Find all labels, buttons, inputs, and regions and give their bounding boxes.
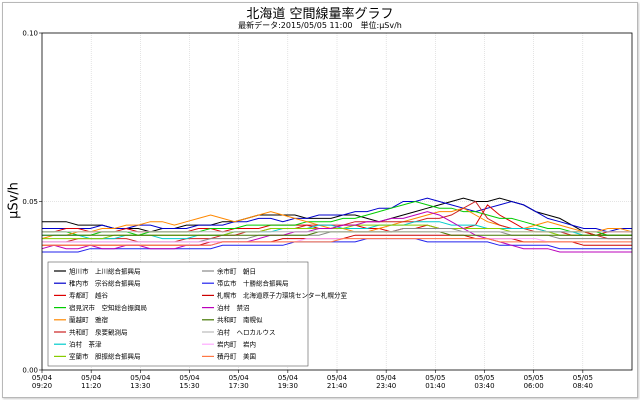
legend-label: 宿見沢市 空知総合振興局 (69, 303, 147, 312)
x-tick-label-date: 05/04 (130, 374, 151, 382)
x-tick-label-date: 05/04 (376, 374, 397, 382)
x-tick-label-time: 21:40 (327, 382, 347, 390)
x-tick-label-date: 05/04 (81, 374, 102, 382)
x-tick-label-time: 08:40 (573, 382, 593, 390)
series-line (42, 238, 632, 253)
x-tick-label-time: 01:40 (425, 382, 445, 390)
legend-label: 岩内町 岩内 (217, 340, 256, 349)
legend-label: 稚内市 宗谷総合振興局 (69, 279, 141, 288)
x-tick-label-time: 11:20 (81, 382, 101, 390)
x-tick-label-time: 13:30 (130, 382, 150, 390)
x-tick-label-time: 15:30 (179, 382, 199, 390)
x-tick-label-time: 03:40 (474, 382, 494, 390)
legend-label: 積丹町 美国 (217, 352, 256, 361)
x-tick-label-date: 05/05 (524, 374, 544, 382)
legend-label: 蘭越町 雅宿 (69, 315, 109, 324)
legend-box (47, 261, 309, 367)
legend-label: 室蘭市 胆振総合振興局 (69, 352, 141, 361)
legend-label: 札幌市 北海道原子力環境センター札幌分室 (217, 291, 348, 300)
series-line (42, 238, 632, 243)
plot-border (41, 32, 633, 371)
series-line (42, 200, 632, 236)
x-tick-label-date: 05/04 (179, 374, 200, 382)
legend-label: 余市町 朝日 (217, 266, 256, 275)
legend-label: 共和町 南幌似 (217, 315, 263, 324)
x-tick-label-date: 05/04 (32, 374, 53, 382)
legend-label: 泊村 禁沼 (217, 303, 250, 312)
y-tick-label: 0.10 (22, 30, 38, 38)
legend-label: 泊村 ヘロカルウス (217, 327, 276, 336)
legend-label: 共和町 泉要観測局 (69, 327, 128, 336)
legend-label: 寿都町 越谷 (69, 291, 109, 300)
x-tick-label-date: 05/05 (573, 374, 593, 382)
x-tick-label-time: 23:40 (376, 382, 396, 390)
series-lines (41, 197, 633, 253)
legend-label: 帯広市 十勝総合振興局 (217, 279, 289, 288)
axes: 05/0409:2005/0411:2005/0413:3005/0415:30… (22, 30, 633, 390)
x-tick-label-time: 19:30 (278, 382, 298, 390)
x-tick-label-date: 05/04 (229, 374, 250, 382)
x-tick-label-time: 17:30 (229, 382, 249, 390)
series-line (42, 197, 632, 233)
series-line (42, 238, 632, 246)
x-tick-label-date: 05/05 (474, 374, 494, 382)
x-tick-label-time: 06:00 (524, 382, 544, 390)
legend-label: 旭川市 上川総合振興局 (69, 266, 141, 275)
x-tick-label-date: 05/04 (327, 374, 348, 382)
chart-subtitle: 最新データ:2015/05/05 11:00 単位:μSv/h (238, 21, 402, 30)
series-line (41, 211, 632, 253)
x-tick-label-date: 05/04 (278, 374, 299, 382)
y-tick-label: 0.05 (22, 198, 38, 206)
x-tick-label-date: 05/05 (425, 374, 445, 382)
y-tick-label: 0.00 (22, 367, 38, 375)
chart-title: 北海道 空間線量率グラフ (246, 7, 394, 22)
legend-label: 泊村 茶津 (69, 340, 102, 349)
x-tick-label-time: 09:20 (32, 382, 52, 390)
